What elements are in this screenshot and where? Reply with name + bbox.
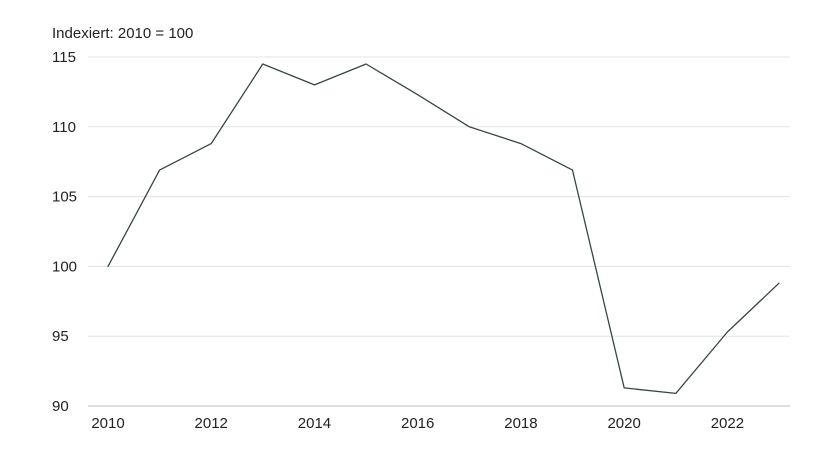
y-axis-ticks: 90 95 100 105 110 115: [52, 49, 77, 415]
x-tick-label: 2016: [401, 415, 434, 432]
y-tick-label: 95: [52, 328, 69, 345]
series-line: [107, 63, 780, 395]
y-axis-title: Indexiert: 2010 = 100: [52, 25, 193, 42]
x-tick-label: 2012: [195, 415, 228, 432]
x-tick-label: 2020: [607, 415, 640, 432]
x-axis-ticks: 2010 2012 2014 2016 2018 2020 2022: [91, 415, 744, 432]
y-tick-label: 90: [52, 398, 69, 415]
y-tick-label: 100: [52, 258, 77, 275]
y-tick-label: 115: [52, 49, 76, 66]
y-tick-label: 110: [52, 119, 76, 136]
y-tick-label: 105: [52, 189, 77, 206]
x-tick-label: 2014: [298, 415, 331, 432]
x-tick-label: 2010: [91, 415, 124, 432]
series-group: [107, 63, 780, 395]
x-tick-label: 2022: [711, 415, 744, 432]
x-tick-label: 2018: [504, 415, 537, 432]
gridlines: [88, 56, 790, 407]
